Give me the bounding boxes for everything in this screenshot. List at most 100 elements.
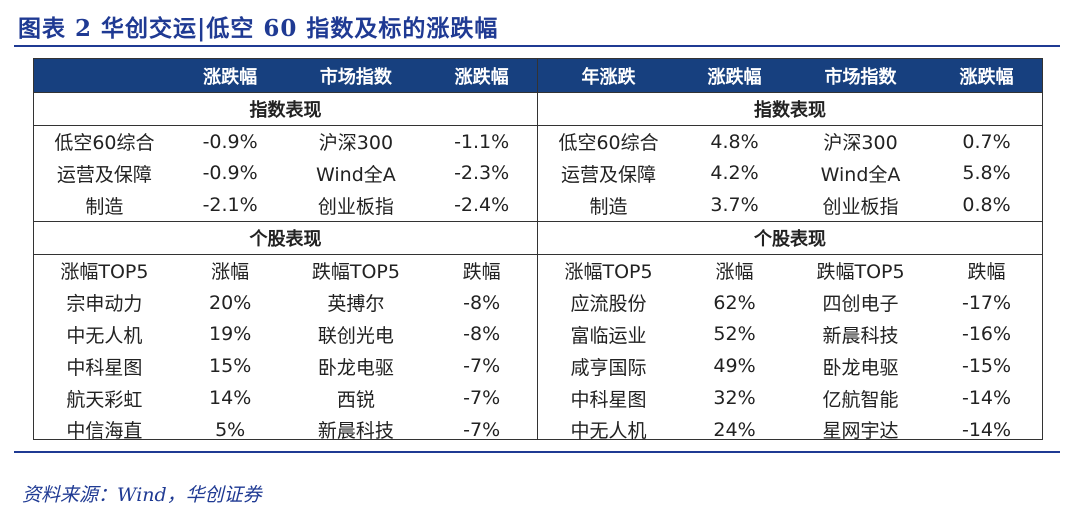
stock-row-cell: 5%: [215, 418, 246, 441]
index-row: 制造 -2.1% 创业板指 -2.4%: [34, 189, 537, 221]
stock-row-cell: -8%: [463, 323, 501, 346]
section-index-performance: 指数表现: [34, 92, 537, 126]
index-row: 低空60综合 -0.9% 沪深300 -1.1%: [34, 126, 537, 158]
table-header-row-cell: 市场指数: [319, 66, 392, 88]
table-header-row-cell: 涨跌幅: [454, 66, 509, 88]
stock-row-cell: 中科星图: [570, 388, 647, 411]
stock-row-cell: 四创电子: [822, 293, 899, 316]
index-row: 运营及保障 -0.9% Wind全A -2.3%: [34, 158, 537, 190]
stock-row-cell: -14%: [961, 387, 1012, 410]
stock-header-row-cell: 涨幅: [211, 261, 250, 284]
stock-row: 咸亨国际 49% 卧龙电驱 -15%: [538, 350, 1042, 382]
index-row-cell: -2.1%: [202, 194, 258, 217]
title-rule: [14, 45, 1060, 47]
stock-row-cell: 20%: [209, 291, 252, 314]
stock-header-row-cell: 跌幅: [967, 261, 1006, 284]
stock-row-cell: -14%: [961, 418, 1012, 441]
stock-row: 中科星图 15% 卧龙电驱 -7%: [34, 350, 537, 382]
index-row-cell: Wind全A: [316, 163, 396, 186]
section-stock-performance: 个股表现: [34, 221, 537, 255]
figure-title: 图表 2 华创交运|低空 60 指数及标的涨跌幅: [18, 15, 499, 42]
index-row-cell: -2.3%: [454, 162, 510, 185]
index-row-cell: 创业板指: [317, 195, 394, 218]
stock-row-cell: 宗申动力: [66, 293, 143, 316]
stock-row-cell: 24%: [713, 418, 756, 441]
stock-row-cell: -15%: [961, 355, 1012, 378]
stock-row-cell: -17%: [961, 291, 1012, 314]
index-row-cell: 运营及保障: [561, 163, 657, 186]
stock-header-row-cell: 跌幅TOP5: [816, 261, 905, 284]
table-header-row-cell: 涨跌幅: [203, 66, 258, 88]
stock-row: 中无人机 24% 星网宇达 -14%: [538, 414, 1042, 446]
stock-row: 应流股份 62% 四创电子 -17%: [538, 287, 1042, 319]
stock-row-cell: 联创光电: [317, 324, 394, 347]
performance-table: 涨跌幅 市场指数 涨跌幅 指数表现 低空60综合 -0.9% 沪深300 -1.1% 运营及保障…: [33, 58, 1043, 442]
stock-row: 富临运业 52% 新晨科技 -16%: [538, 319, 1042, 351]
index-row-cell: 4.8%: [710, 130, 759, 153]
stock-row-cell: 新晨科技: [317, 420, 394, 443]
stock-header-row-cell: 涨幅: [715, 261, 754, 284]
stock-row-cell: 15%: [209, 355, 252, 378]
index-row-cell: Wind全A: [820, 163, 901, 186]
stock-row-cell: 卧龙电驱: [317, 356, 394, 379]
stock-row-cell: 中科星图: [66, 356, 143, 379]
weekly-half: 涨跌幅 市场指数 涨跌幅指数表现低空60综合 -0.9% 沪深300 -1.1% 运营及保障…: [34, 59, 538, 442]
index-row-cell: -0.9%: [202, 162, 258, 185]
table-header-row-cell: 年涨跌: [581, 66, 636, 88]
source-note: 资料来源：Wind，华创证券: [22, 484, 262, 506]
stock-row: 宗申动力 20% 英搏尔 -8%: [34, 287, 537, 319]
stock-row: 中无人机 19% 联创光电 -8%: [34, 319, 537, 351]
stock-row-cell: -16%: [961, 323, 1012, 346]
index-row-cell: 0.8%: [962, 194, 1011, 217]
stock-row-cell: 英搏尔: [327, 293, 385, 316]
section-index-performance: 指数表现: [538, 92, 1042, 126]
stock-row-cell: -7%: [463, 418, 501, 441]
stock-row-cell: 西锐: [336, 388, 375, 411]
index-row-cell: -1.1%: [454, 130, 510, 153]
stock-row-cell: 中无人机: [570, 420, 647, 443]
index-row-cell: 低空60综合: [54, 132, 155, 155]
stock-row-cell: 62%: [713, 291, 756, 314]
table-header-row: 年涨跌 涨跌幅 市场指数 涨跌幅: [538, 59, 1042, 92]
index-row-cell: -2.4%: [454, 194, 510, 217]
yearly-half: 年涨跌 涨跌幅 市场指数 涨跌幅指数表现低空60综合 4.8% 沪深300 0.7% 运营及保…: [538, 59, 1042, 442]
index-row-cell: 0.7%: [962, 130, 1011, 153]
stock-header-row: 涨幅TOP5 涨幅 跌幅TOP5 跌幅: [34, 255, 537, 287]
table-header-row-cell: 市场指数: [824, 66, 897, 88]
stock-row-cell: 卧龙电驱: [822, 356, 899, 379]
stock-row-cell: 新晨科技: [822, 324, 899, 347]
stock-row-cell: 航天彩虹: [66, 388, 143, 411]
index-row-cell: 沪深300: [823, 132, 898, 155]
index-row-cell: 运营及保障: [56, 163, 152, 186]
index-row-cell: 4.2%: [710, 162, 759, 185]
index-row: 制造 3.7% 创业板指 0.8%: [538, 189, 1042, 221]
stock-row-cell: -8%: [463, 291, 501, 314]
index-row-cell: 沪深300: [318, 132, 394, 155]
section-stock-performance: 个股表现: [538, 221, 1042, 255]
stock-row-cell: 中无人机: [66, 324, 143, 347]
index-row-cell: 低空60综合: [558, 132, 659, 155]
index-row: 低空60综合 4.8% 沪深300 0.7%: [538, 126, 1042, 158]
index-row: 运营及保障 4.2% Wind全A 5.8%: [538, 158, 1042, 190]
stock-header-row-cell: 涨幅TOP5: [564, 261, 653, 284]
stock-row-cell: 应流股份: [570, 293, 647, 316]
stock-row-cell: 星网宇达: [822, 420, 899, 443]
index-row-cell: 3.7%: [710, 194, 759, 217]
stock-row-cell: -7%: [463, 355, 501, 378]
table-header-row-cell: 涨跌幅: [707, 66, 762, 88]
stock-row-cell: 中信海直: [66, 420, 143, 443]
table-header-row: 涨跌幅 市场指数 涨跌幅: [34, 59, 537, 92]
index-row-cell: 创业板指: [822, 195, 899, 218]
stock-row-cell: 咸亨国际: [570, 356, 647, 379]
stock-header-row-cell: 涨幅TOP5: [60, 261, 149, 284]
index-row-cell: 制造: [589, 195, 628, 218]
index-row-cell: 制造: [85, 195, 124, 218]
stock-header-row-cell: 跌幅TOP5: [311, 261, 400, 284]
table-header-row-cell: 涨跌幅: [959, 66, 1014, 88]
stock-row: 中信海直 5% 新晨科技 -7%: [34, 414, 537, 446]
stock-row-cell: 52%: [713, 323, 756, 346]
stock-row-cell: 14%: [209, 387, 252, 410]
bottom-rule: [14, 451, 1060, 453]
stock-row: 航天彩虹 14% 西锐 -7%: [34, 382, 537, 414]
stock-row-cell: 富临运业: [570, 324, 647, 347]
